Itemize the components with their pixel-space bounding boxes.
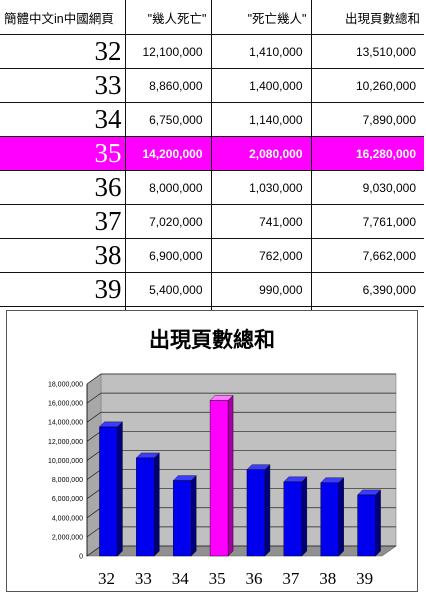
bar-side [154,452,160,557]
x-tick-label: 34 [172,569,190,588]
value-b-cell[interactable]: 1,410,000 [211,34,312,69]
page-cell[interactable]: 33 [0,68,126,103]
total-cell[interactable]: 7,662,000 [311,238,424,273]
bar-front [357,494,376,557]
x-tick-label: 33 [135,569,152,588]
bar-side [338,477,344,557]
page-cell[interactable]: 39 [0,272,126,307]
y-tick-label: 0 [79,554,83,561]
total-cell[interactable]: 16,280,000 [311,136,424,171]
y-tick-label: 14,000,000 [48,420,83,427]
bar-front [99,426,118,557]
table-row: 32 12,100,000 1,410,000 13,510,000 [0,34,424,69]
value-a-cell[interactable]: 6,900,000 [125,238,212,273]
value-a-cell[interactable]: 7,020,000 [125,204,212,239]
bar [209,394,234,557]
total-cell[interactable]: 6,390,000 [311,272,424,307]
gridline [86,373,396,385]
chart-title: 出現頁數總和 [149,328,275,352]
total-cell[interactable]: 13,510,000 [311,34,424,69]
x-tick-label: 35 [209,569,226,588]
header-row: 簡體中文in中國網頁 "幾人死亡" "死亡幾人" 出現頁數總和 [0,0,424,35]
floor [86,545,397,557]
bar [98,421,123,557]
bar-side [301,476,308,557]
column-header-b[interactable]: "死亡幾人" [211,0,312,35]
bar-front [283,481,303,557]
column-header-page[interactable]: 簡體中文in中國網頁 [0,0,126,35]
chart-panel[interactable]: 出現頁數總和 0 2,000,000 4,000,000 6,000,000 8,000… [6,310,418,592]
value-a-cell[interactable]: 8,000,000 [125,170,212,205]
x-tick-label: 38 [319,569,336,588]
y-tick-label: 10,000,000 [48,458,83,465]
bar-chart: 出現頁數總和 0 2,000,000 4,000,000 6,000,000 8,000… [48,328,397,588]
value-b-cell[interactable]: 762,000 [211,238,312,273]
page-cell[interactable]: 38 [0,238,126,273]
bar-front [246,469,266,557]
bar-front [209,400,229,557]
x-tick-label: 39 [356,569,373,588]
x-tick-label: 37 [282,569,300,588]
bar [320,477,345,557]
bar-front [136,457,155,557]
y-tick-label: 4,000,000 [52,515,83,522]
page-cell[interactable]: 37 [0,204,126,239]
table-row: 39 5,400,000 990,000 6,390,000 [0,272,424,307]
bar-side [117,421,123,557]
total-cell[interactable]: 7,761,000 [311,204,424,239]
total-cell[interactable]: 10,260,000 [311,68,424,103]
x-tick-label: 36 [245,569,262,588]
table-row: 34 6,750,000 1,140,000 7,890,000 [0,102,424,137]
table-row: 37 7,020,000 741,000 7,761,000 [0,204,424,239]
bar [246,464,271,557]
bar-front [172,480,192,557]
plot-area: 0 2,000,000 4,000,000 6,000,000 8,000,000 10,… [48,373,397,588]
page-cell[interactable]: 34 [0,102,126,137]
column-header-a[interactable]: "幾人死亡" [125,0,212,35]
value-a-cell[interactable]: 6,750,000 [125,102,212,137]
bar-side [264,464,271,557]
value-b-cell[interactable]: 1,400,000 [211,68,312,103]
y-tick-label: 6,000,000 [52,496,83,503]
value-b-cell[interactable]: 990,000 [211,272,312,307]
value-b-cell[interactable]: 1,140,000 [211,102,312,137]
table-row: 38 6,900,000 762,000 7,662,000 [0,238,424,273]
bar-side [190,475,197,557]
bar-side [227,394,234,557]
bar [357,489,382,557]
y-tick-label: 8,000,000 [52,477,83,484]
gridline [86,411,396,423]
bar [283,476,308,557]
value-b-cell[interactable]: 2,080,000 [211,136,312,171]
column-header-total[interactable]: 出現頁數總和 [311,0,424,35]
page-cell[interactable]: 36 [0,170,126,205]
total-cell[interactable]: 9,030,000 [311,170,424,205]
y-tick-label: 18,000,000 [48,382,83,389]
y-tick-label: 16,000,000 [48,401,83,408]
data-table: 簡體中文in中國網頁 "幾人死亡" "死亡幾人" 出現頁數總和 32 12,100… [0,0,424,319]
table-row: 35 14,200,000 2,080,000 16,280,000 [0,136,424,171]
y-tick-label: 2,000,000 [52,534,83,541]
bar [172,475,197,557]
x-tick-label: 32 [98,569,115,588]
value-b-cell[interactable]: 741,000 [211,204,312,239]
gridline [86,392,396,404]
spreadsheet: 簡體中文in中國網頁 "幾人死亡" "死亡幾人" 出現頁數總和 32 12,100… [0,0,424,319]
page-cell[interactable]: 32 [0,34,126,69]
value-a-cell[interactable]: 8,860,000 [125,68,212,103]
value-b-cell[interactable]: 1,030,000 [211,170,312,205]
total-cell[interactable]: 7,890,000 [311,102,424,137]
page-cell[interactable]: 35 [0,136,126,171]
bar [135,452,160,557]
bar-side [375,489,381,557]
y-tick-label: 12,000,000 [48,439,83,446]
value-a-cell[interactable]: 14,200,000 [125,136,212,171]
value-a-cell[interactable]: 5,400,000 [125,272,212,307]
table-row: 33 8,860,000 1,400,000 10,260,000 [0,68,424,103]
bar-front [320,482,339,557]
table-row: 36 8,000,000 1,030,000 9,030,000 [0,170,424,205]
value-a-cell[interactable]: 12,100,000 [125,34,212,69]
